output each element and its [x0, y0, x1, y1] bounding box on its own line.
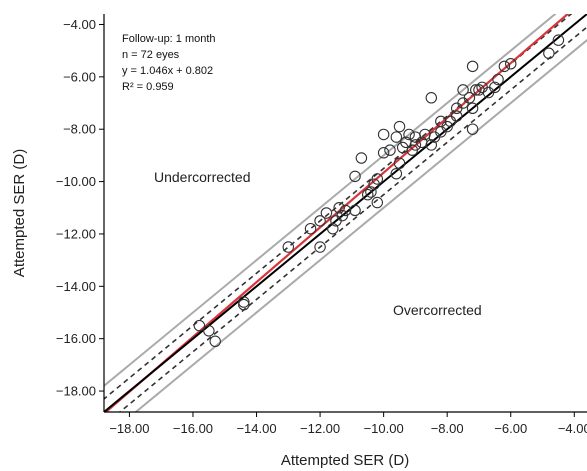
- data-point: [473, 84, 485, 96]
- y-tick-label: −18.00: [56, 384, 96, 399]
- stats-r-squared: R² = 0.959: [122, 81, 174, 93]
- data-point: [238, 298, 250, 311]
- outer-band-upper-line: [104, 14, 557, 388]
- data-point: [314, 241, 326, 253]
- data-point: [203, 325, 215, 337]
- x-tick-label: −4.00: [558, 421, 587, 436]
- data-point: [552, 34, 565, 46]
- data-point: [457, 84, 469, 96]
- stats-followup: Follow-up: 1 month: [122, 33, 216, 45]
- data-point: [304, 222, 317, 235]
- data-point: [450, 102, 463, 115]
- data-point: [314, 215, 326, 227]
- stats-sample-size: n = 72 eyes: [122, 49, 180, 61]
- data-point: [390, 131, 403, 143]
- data-point: [238, 296, 250, 308]
- data-point: [368, 178, 380, 190]
- x-tick-label: −18.00: [109, 421, 149, 436]
- data-point: [466, 102, 479, 115]
- data-point: [361, 188, 374, 201]
- data-point: [365, 186, 377, 198]
- data-point: [377, 128, 390, 141]
- y-tick-label: −8.00: [63, 122, 96, 137]
- identity-line: [104, 14, 587, 412]
- y-tick-label: −16.00: [56, 331, 96, 346]
- undercorrected-label: Undercorrected: [154, 169, 251, 185]
- data-point: [393, 120, 406, 133]
- data-point: [466, 123, 479, 135]
- data-point: [498, 60, 511, 73]
- x-axis-title: Attempted SER (D): [281, 452, 409, 469]
- x-tick-label: −14.00: [236, 421, 276, 436]
- data-point: [492, 73, 504, 86]
- data-point: [320, 207, 333, 219]
- stats-regression-equation: y = 1.046x + 0.802: [122, 65, 213, 77]
- data-point: [390, 167, 403, 180]
- data-point: [393, 157, 406, 170]
- data-point: [377, 147, 390, 159]
- data-point: [193, 319, 206, 332]
- inner-band-upper-line: [104, 14, 573, 400]
- x-tick-label: −16.00: [173, 421, 213, 436]
- data-point: [396, 141, 409, 154]
- y-tick-label: −4.00: [63, 17, 96, 32]
- data-point: [371, 196, 384, 209]
- data-point: [349, 204, 361, 217]
- overcorrected-label: Overcorrected: [393, 302, 482, 318]
- data-point: [330, 215, 342, 227]
- data-point: [476, 81, 488, 94]
- outer-band-lower-line: [134, 38, 587, 412]
- data-point: [349, 170, 361, 183]
- data-point: [466, 60, 479, 73]
- data-point: [450, 110, 463, 122]
- data-point: [403, 128, 415, 141]
- data-point: [425, 92, 438, 104]
- y-tick-label: −12.00: [56, 226, 96, 241]
- data-point: [209, 335, 221, 348]
- data-point: [409, 131, 422, 143]
- data-point: [384, 144, 396, 156]
- data-point: [333, 202, 345, 214]
- stats-box: Follow-up: 1 month n = 72 eyes y = 1.046…: [122, 33, 216, 93]
- data-point: [355, 152, 368, 164]
- x-tick-label: −6.00: [494, 421, 527, 436]
- x-tick-label: −12.00: [300, 421, 340, 436]
- x-tick-label: −10.00: [364, 421, 404, 436]
- data-point: [504, 57, 517, 70]
- y-tick-label: −6.00: [63, 69, 96, 84]
- data-point: [327, 222, 339, 235]
- y-axis-title: Attempted SER (D): [11, 149, 28, 277]
- data-point: [282, 241, 295, 253]
- data-point: [543, 47, 555, 60]
- y-tick-label: −10.00: [56, 174, 96, 189]
- x-tick-label: −8.00: [431, 421, 464, 436]
- data-point: [470, 84, 482, 96]
- y-tick-label: −14.00: [56, 279, 96, 294]
